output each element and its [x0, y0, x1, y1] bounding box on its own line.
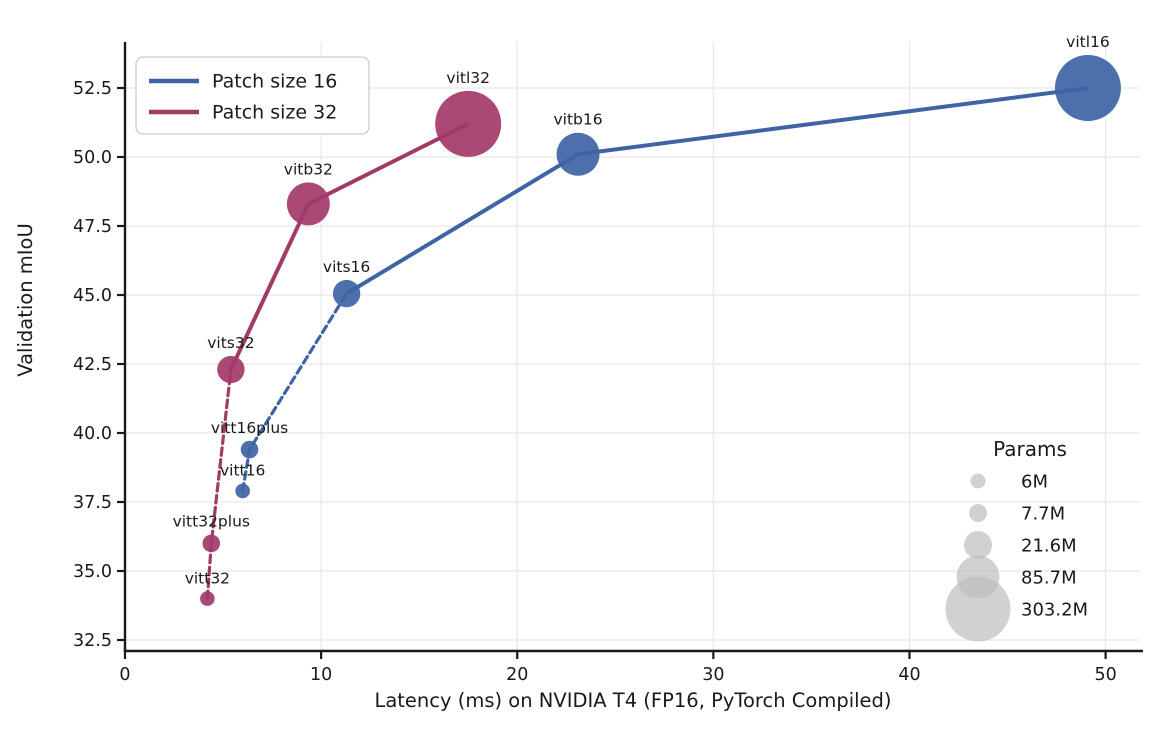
- series-line-solid: [229, 122, 470, 371]
- point-label-vits16: vits16: [323, 258, 370, 276]
- data-point-vits16: [332, 279, 361, 308]
- y-tick-label: 42.5: [73, 355, 112, 375]
- x-axis-title: Latency (ms) on NVIDIA T4 (FP16, PyTorch…: [374, 689, 891, 712]
- x-tick-label: 30: [702, 665, 724, 685]
- params-legend-circle: [970, 473, 986, 489]
- point-label-vitl32: vitl32: [446, 69, 490, 87]
- axes: 0 10 20 30 40 50 32.5 35.0 37.5 40.0 42.5 45.0 47.5 5…: [73, 42, 1143, 685]
- y-tick-label: 35.0: [73, 562, 112, 582]
- point-label-vits32: vits32: [207, 334, 254, 352]
- y-tick-label: 50.0: [73, 148, 112, 168]
- x-tick-label: 0: [119, 665, 130, 685]
- point-label-vitt32plus: vitt32plus: [173, 513, 250, 531]
- data-point-vitl32: [435, 90, 502, 157]
- data-point-vits32: [217, 355, 245, 384]
- grid: [124, 42, 1140, 651]
- point-label-vitt16: vitt16: [220, 462, 265, 480]
- data-point-vitb16: [556, 132, 600, 176]
- legend-entry-label: Patch size 16: [212, 71, 337, 93]
- y-tick-label: 37.5: [73, 493, 112, 513]
- x-tick-label: 40: [898, 665, 920, 685]
- params-size-legend: Params 6M 7.7M 21.6M 85.7M 303.2M: [945, 437, 1088, 642]
- y-tick-label: 40.0: [73, 424, 112, 444]
- data-point-vitt16: [235, 483, 250, 499]
- params-legend-label: 85.7M: [1021, 568, 1077, 589]
- data-point-vitb32: [286, 182, 330, 226]
- point-annotations: vitt16 vitt16plus vits16 vitb16 vitl16 vitt32…: [173, 33, 1110, 587]
- point-label-vitb16: vitb16: [553, 111, 602, 129]
- data-point-vitl16: [1054, 55, 1121, 121]
- point-label-vitb32: vitb32: [284, 160, 333, 178]
- point-label-vitt32: vitt32: [185, 569, 230, 587]
- y-tick-label: 45.0: [73, 286, 112, 306]
- params-legend-circle: [945, 576, 1011, 642]
- data-point-vitt32plus: [202, 534, 221, 553]
- legend-box: [135, 56, 370, 135]
- params-legend-circle: [964, 531, 992, 559]
- params-legend-circle: [969, 504, 987, 522]
- params-legend-label: 6M: [1021, 472, 1048, 493]
- params-legend-label: 21.6M: [1021, 536, 1077, 557]
- data-point-vitt16plus: [240, 440, 259, 459]
- params-legend-label: 303.2M: [1021, 600, 1088, 621]
- params-legend-title: Params: [993, 437, 1067, 461]
- series-line-dashed: [205, 367, 233, 601]
- x-tick-label: 10: [310, 665, 332, 685]
- x-tick-label: 20: [506, 665, 528, 685]
- params-legend-label: 7.7M: [1021, 504, 1065, 525]
- y-tick-label: 52.5: [73, 79, 112, 99]
- legend-entry-label: Patch size 32: [212, 102, 337, 124]
- x-tick-label: 50: [1094, 665, 1116, 685]
- data-point-vitt32: [200, 591, 215, 606]
- series-lines: [205, 86, 1089, 601]
- legend: Patch size 16 Patch size 32: [135, 56, 370, 135]
- point-label-vitt16plus: vitt16plus: [211, 419, 288, 437]
- y-tick-label: 32.5: [73, 631, 112, 651]
- point-label-vitl16: vitl16: [1066, 33, 1110, 51]
- y-axis-title: Validation mIoU: [14, 223, 37, 376]
- y-tick-label: 47.5: [73, 217, 112, 237]
- data-points: [200, 55, 1121, 606]
